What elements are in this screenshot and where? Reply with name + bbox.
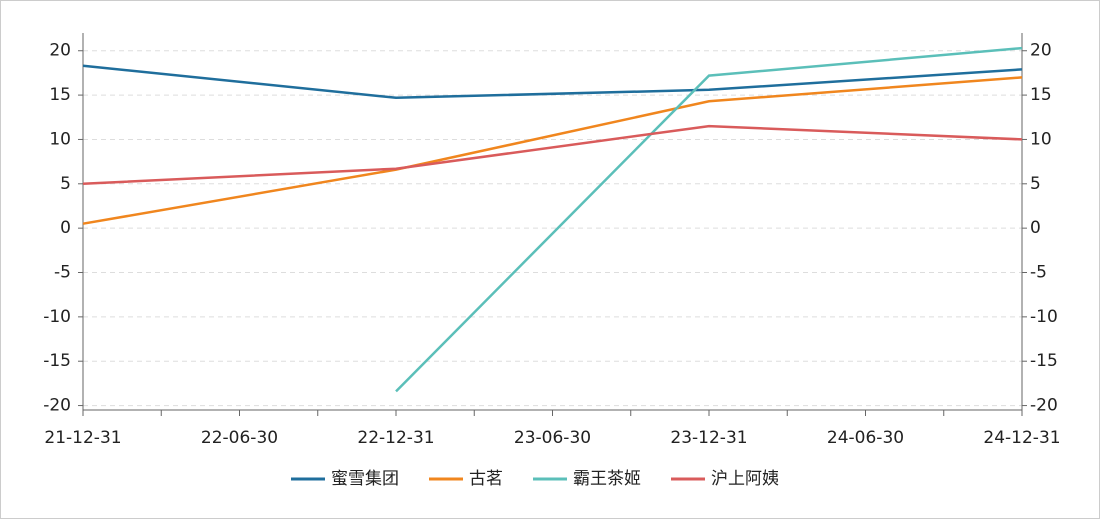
x-tick-label: 23-12-31: [670, 428, 747, 448]
y-tick-label: -5: [54, 263, 71, 283]
x-tick-label: 22-06-30: [201, 428, 278, 448]
y-tick-label: 5: [60, 174, 71, 194]
y2-tick-label: -10: [1030, 307, 1058, 327]
y-tick-label: 10: [49, 129, 71, 149]
y-tick-label: 15: [49, 85, 71, 105]
series-line: [82, 76, 1023, 225]
x-tick-label: 21-12-31: [44, 428, 121, 448]
x-tick-label: 23-06-30: [514, 428, 591, 448]
x-tick-label: 24-12-31: [983, 428, 1060, 448]
y2-tick-label: 20: [1030, 41, 1052, 61]
y-tick-label: -20: [43, 396, 71, 416]
y2-tick-label: -20: [1030, 396, 1058, 416]
x-tick-label: 24-06-30: [827, 428, 904, 448]
y2-tick-label: 15: [1030, 85, 1052, 105]
y2-tick-label: -15: [1030, 351, 1058, 371]
legend-label: 沪上阿姨: [711, 469, 779, 489]
y2-tick-label: 10: [1030, 129, 1052, 149]
y-tick-label: -15: [43, 351, 71, 371]
y-tick-label: 0: [60, 218, 71, 238]
y-tick-label: -10: [43, 307, 71, 327]
series-line: [82, 64, 1023, 100]
y2-tick-label: 5: [1030, 174, 1041, 194]
legend-label: 霸王茶姬: [573, 469, 641, 489]
legend-label: 古茗: [469, 469, 503, 489]
y2-tick-label: -5: [1030, 263, 1047, 283]
legend-label: 蜜雪集团: [331, 469, 399, 489]
x-tick-label: 22-12-31: [357, 428, 434, 448]
y-tick-label: 20: [49, 41, 71, 61]
series-line: [82, 124, 1023, 186]
series-line: [395, 46, 1023, 393]
y2-tick-label: 0: [1030, 218, 1041, 238]
